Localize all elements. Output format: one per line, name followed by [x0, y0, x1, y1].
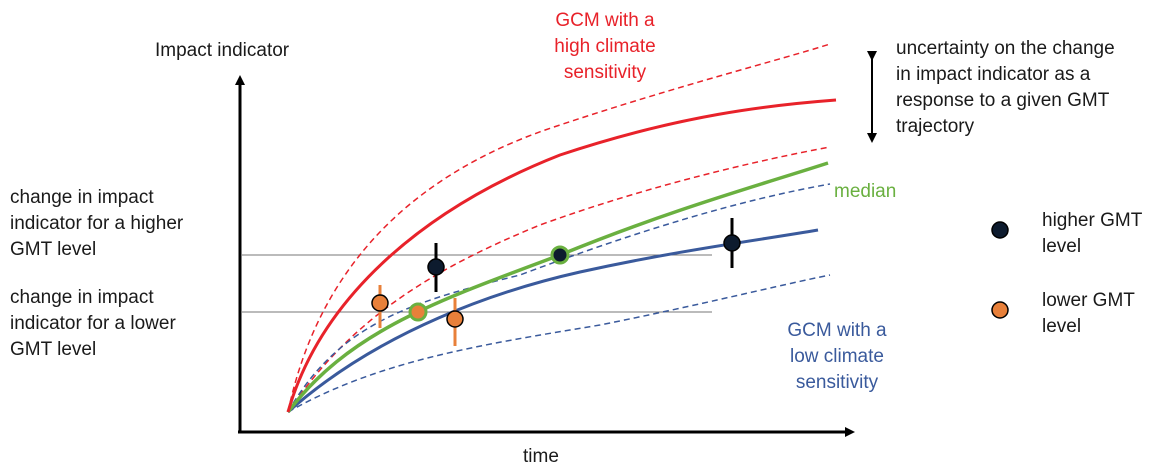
legend-lower-gmt-label: lower GMT level	[1042, 290, 1135, 337]
median-curve	[286, 161, 829, 414]
median-higher-crossing-marker	[550, 245, 570, 265]
y-axis-label: Impact indicator	[155, 40, 290, 61]
median-label: median	[834, 181, 897, 202]
high-upper-dashed-curve	[287, 43, 831, 413]
legend-higher-gmt-label: higher GMT level	[1042, 210, 1143, 257]
low-curve-label: GCM with a low climate sensitivity	[787, 320, 887, 393]
median-lower-crossing-marker	[408, 302, 428, 322]
lower-gmt-marker	[446, 310, 464, 328]
uncertainty-annotation: uncertainty on the change in impact indi…	[896, 38, 1115, 137]
x-axis-label: time	[523, 446, 559, 467]
higher-change-annotation: change in impact indicator for a higher …	[10, 187, 184, 260]
high-sensitivity-curve	[286, 98, 837, 413]
lower-gmt-marker	[371, 294, 389, 312]
legend-lower-gmt-marker	[991, 301, 1009, 319]
lower-change-annotation: change in impact indicator for a lower G…	[10, 287, 176, 360]
high-curve-label: GCM with a high climate sensitivity	[554, 10, 656, 83]
higher-gmt-marker	[427, 258, 445, 276]
low-upper-dashed-curve	[287, 183, 831, 413]
higher-gmt-marker	[723, 234, 741, 252]
low-sensitivity-curve	[287, 228, 819, 414]
low-lower-dashed-curve	[287, 274, 831, 413]
legend-higher-gmt-marker	[991, 221, 1009, 239]
